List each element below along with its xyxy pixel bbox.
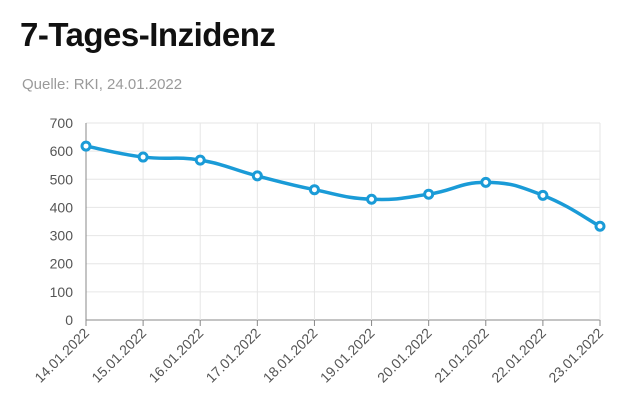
data-point bbox=[251, 170, 263, 182]
x-tick-label: 23.01.2022 bbox=[545, 325, 606, 386]
x-tick-label: 19.01.2022 bbox=[317, 325, 378, 386]
y-tick-label: 200 bbox=[50, 256, 74, 272]
y-tick-label: 100 bbox=[50, 284, 74, 300]
y-tick-label: 400 bbox=[50, 199, 74, 215]
x-tick-label: 22.01.2022 bbox=[488, 325, 549, 386]
data-point bbox=[423, 188, 435, 200]
data-point bbox=[537, 189, 549, 201]
data-point bbox=[594, 220, 606, 232]
x-tick-label: 15.01.2022 bbox=[88, 325, 149, 386]
x-tick-label: 18.01.2022 bbox=[260, 325, 321, 386]
x-tick-label: 14.01.2022 bbox=[31, 325, 92, 386]
x-tick-label: 17.01.2022 bbox=[203, 325, 264, 386]
data-point bbox=[308, 184, 320, 196]
data-point bbox=[137, 151, 149, 163]
series-line bbox=[84, 144, 602, 229]
y-tick-label: 700 bbox=[50, 115, 74, 131]
data-point bbox=[194, 154, 206, 166]
chart-title: 7-Tages-Inzidenz bbox=[20, 16, 276, 53]
data-point bbox=[80, 140, 92, 152]
y-tick-label: 300 bbox=[50, 228, 74, 244]
x-tick-label: 21.01.2022 bbox=[431, 325, 492, 386]
x-tick-label: 16.01.2022 bbox=[145, 325, 206, 386]
y-tick-label: 500 bbox=[50, 171, 74, 187]
data-point bbox=[366, 193, 378, 205]
source-note: Quelle: RKI, 24.01.2022 bbox=[22, 76, 183, 93]
x-tick-label: 20.01.2022 bbox=[374, 325, 435, 386]
data-point bbox=[480, 176, 492, 188]
y-tick-label: 600 bbox=[50, 143, 74, 159]
y-tick-label: 0 bbox=[65, 312, 73, 328]
